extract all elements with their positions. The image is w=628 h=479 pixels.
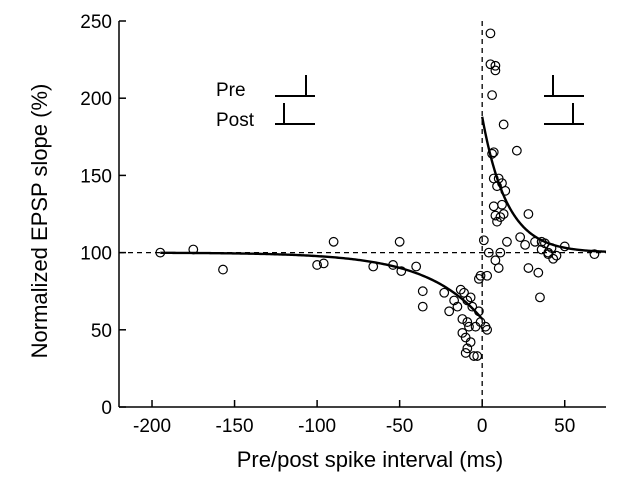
data-point [495, 212, 506, 222]
data-point [497, 199, 507, 210]
data-point [487, 148, 497, 159]
data-point [469, 351, 479, 361]
x-tick-label: -200 [133, 416, 171, 437]
data-point [485, 28, 496, 39]
data-point [530, 236, 540, 247]
y-tick-label: 200 [80, 89, 112, 110]
data-point [328, 236, 339, 247]
data-point [483, 247, 494, 258]
data-point [546, 243, 557, 253]
data-point [449, 295, 460, 306]
inset-post-label: Post [216, 110, 255, 131]
data-point [523, 209, 534, 219]
data-point [444, 306, 455, 317]
x-tick-label: 50 [554, 416, 575, 437]
fit-curve-2 [481, 116, 607, 253]
data-point [495, 247, 506, 258]
x-tick-label: -100 [298, 416, 336, 437]
inset-pre-label: Pre [216, 80, 246, 101]
data-point [559, 241, 570, 252]
data-point [394, 236, 405, 247]
y-axis-label: Normalized EPSP slope (%) [27, 84, 52, 359]
data-point [462, 295, 473, 306]
data-point [452, 301, 463, 312]
data-point [536, 244, 547, 255]
y-tick-label: 250 [80, 12, 112, 33]
data-point [188, 244, 199, 255]
data-point [548, 253, 559, 264]
data-point [500, 185, 511, 196]
pre-spike-trace-left [275, 75, 315, 97]
data-point [475, 317, 486, 327]
data-point [465, 292, 476, 303]
data-point [551, 250, 562, 261]
data-point [465, 337, 476, 348]
plot-area: -200 -150 -100 -50 0 50 0 50 100 150 200 250 [80, 12, 607, 437]
data-point [511, 145, 522, 156]
data-point [492, 181, 502, 192]
data-point [482, 324, 493, 335]
data-point [218, 264, 228, 275]
data-point [411, 261, 422, 272]
data-point [472, 351, 483, 361]
data-point [490, 60, 501, 71]
data-point [396, 266, 407, 277]
data-point [482, 270, 493, 281]
data-point [462, 317, 473, 327]
data-point [502, 236, 512, 247]
x-tick-label: -150 [216, 416, 254, 437]
data-point [464, 321, 474, 332]
fit-curve-1 [160, 251, 484, 320]
y-tick-label: 0 [101, 398, 112, 419]
data-point [488, 201, 499, 212]
pre-post-timing-inset-left: Pre Post [216, 75, 315, 131]
data-point [487, 90, 497, 101]
data-point [455, 284, 466, 295]
data-point [490, 65, 501, 76]
x-tick-label: -50 [386, 416, 413, 437]
y-tick-label: 50 [91, 321, 112, 342]
pre-post-timing-inset-right [544, 75, 584, 125]
data-point [488, 147, 499, 158]
x-tick-label: 0 [477, 416, 488, 437]
data-point [533, 267, 544, 278]
x-axis-label: Pre/post spike interval (ms) [237, 447, 504, 472]
data-point [485, 59, 496, 70]
data-point [470, 321, 481, 332]
data-point [318, 258, 329, 269]
data-point [478, 235, 489, 246]
data-point [498, 209, 509, 219]
data-point [417, 301, 428, 312]
data-point [475, 270, 486, 281]
data-point [498, 119, 509, 130]
data-point [589, 249, 600, 260]
data-point [155, 247, 166, 258]
data-point [460, 348, 471, 358]
data-point [462, 343, 473, 354]
data-point [388, 260, 398, 270]
data-point [439, 287, 450, 298]
data-point [457, 314, 468, 324]
pre-spike-trace-right [544, 75, 584, 97]
data-point [467, 301, 478, 312]
y-tick-label: 100 [80, 244, 112, 265]
data-point [540, 238, 550, 249]
data-point [515, 232, 526, 243]
y-tick-label: 150 [80, 166, 112, 187]
data-point [523, 263, 534, 273]
post-spike-trace-left [275, 103, 315, 125]
data-point [417, 286, 428, 297]
data-point [473, 306, 484, 317]
data-point [490, 210, 501, 221]
data-point [535, 292, 545, 303]
data-point [493, 263, 504, 273]
data-point [368, 261, 379, 272]
data-point [312, 260, 323, 270]
post-spike-trace-right [544, 103, 584, 125]
data-point [520, 239, 531, 250]
